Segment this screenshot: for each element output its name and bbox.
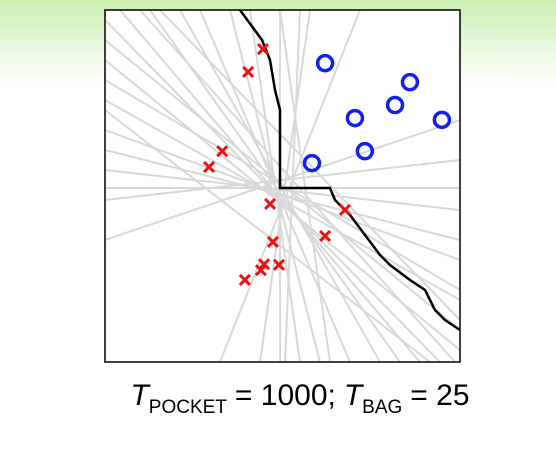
cross-marker xyxy=(238,273,251,287)
cross-marker xyxy=(254,264,267,277)
circle-marker xyxy=(345,108,365,128)
circle-marker xyxy=(315,53,335,73)
caption-text: = 1000; xyxy=(235,379,336,412)
cross-marker xyxy=(242,65,255,79)
circle-marker xyxy=(355,141,375,161)
hypothesis-lines xyxy=(105,10,460,362)
cross-marker xyxy=(272,258,286,271)
cross-marker xyxy=(256,43,270,56)
cross-marker xyxy=(257,258,271,271)
circle-marker xyxy=(400,72,420,92)
cross-marker xyxy=(266,235,279,249)
cross-marker xyxy=(216,145,229,158)
decision-boundary xyxy=(238,10,460,332)
circle-marker xyxy=(302,153,322,173)
caption-subscript: POCKET xyxy=(149,397,228,418)
caption-subscript: BAG xyxy=(362,397,402,418)
markers xyxy=(202,43,452,287)
circle-marker xyxy=(432,110,452,130)
cross-marker xyxy=(338,203,352,216)
caption-symbol: T xyxy=(130,379,151,412)
circle-marker xyxy=(385,95,405,115)
cross-marker xyxy=(264,197,277,211)
plot-frame xyxy=(104,9,461,363)
caption: TPOCKET = 1000; TBAG = 25 xyxy=(130,379,469,418)
cross-marker xyxy=(202,160,216,174)
caption-text: = 25 xyxy=(410,379,469,412)
cross-marker xyxy=(319,229,332,243)
caption-symbol: T xyxy=(344,379,365,412)
